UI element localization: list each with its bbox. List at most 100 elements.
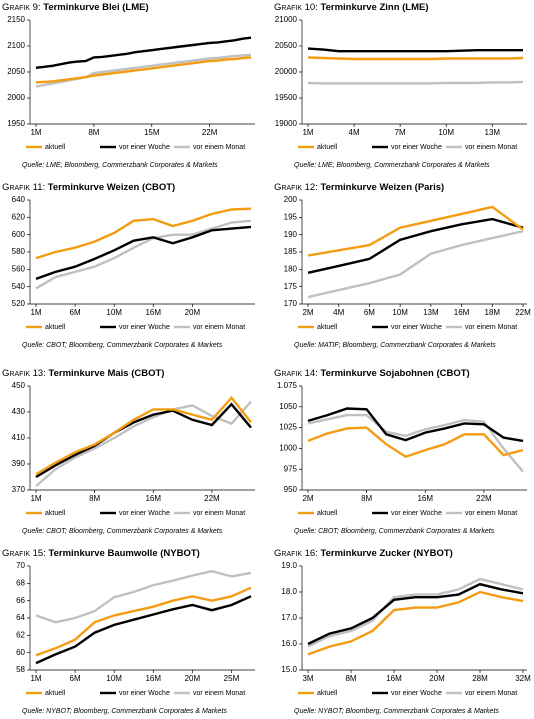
chart-title: Grafik 11: Terminkurve Weizen (CBOT) (2, 182, 175, 193)
y-tick-label: 58 (16, 665, 25, 674)
y-tick-label: 600 (12, 230, 26, 239)
line-series (307, 80, 524, 85)
x-tick-label: 22M (476, 494, 492, 503)
chart-label: Grafik 11: (2, 182, 45, 193)
x-tick-label: 20M (429, 674, 445, 683)
chart-title: Grafik 10: Terminkurve Zinn (LME) (274, 2, 429, 13)
x-tick-label: 16M (417, 494, 433, 503)
chart-panel: Grafik 13: Terminkurve Mais (CBOT) 370 390… (2, 368, 255, 535)
y-tick-label: 175 (284, 282, 298, 291)
x-tick-label: 16M (145, 308, 161, 317)
x-tick-label: 20M (185, 674, 201, 683)
y-tick-label: 1000 (279, 444, 297, 453)
y-tick-label: 430 (12, 407, 26, 416)
x-tick-label: 2M (302, 308, 313, 317)
x-tick-label: 1M (30, 494, 41, 503)
x-tick-label: 1M (30, 674, 41, 683)
source-note: Quelle: CBOT; Bloomberg, Commerzbank Cor… (22, 342, 223, 349)
y-tick-label: 390 (12, 459, 26, 468)
y-tick-label: 640 (12, 195, 26, 204)
legend-label: vor einer Woche (119, 690, 170, 697)
line-series (307, 590, 524, 656)
x-tick-label: 28M (472, 674, 488, 683)
legend-label: aktuell (317, 510, 338, 517)
line-series (35, 219, 252, 290)
line-series (307, 577, 524, 648)
line-series (35, 595, 252, 665)
x-tick-label: 16M (454, 308, 470, 317)
chart-label: Grafik 13: (2, 368, 46, 379)
y-tick-label: 70 (16, 561, 25, 570)
y-tick-label: 66 (16, 596, 25, 605)
x-tick-label: 10M (438, 128, 454, 137)
x-tick-label: 8M (361, 494, 372, 503)
line-series (307, 407, 524, 443)
y-tick-label: 21000 (275, 15, 298, 24)
y-tick-label: 17.0 (281, 613, 297, 622)
line-series (307, 47, 523, 53)
chart-label: Grafik 12: (274, 182, 318, 193)
y-tick-label: 1950 (7, 119, 25, 128)
chart-title-text: Terminkurve Zinn (LME) (321, 2, 429, 13)
chart-title-text: Terminkurve Weizen (Paris) (321, 182, 445, 193)
chart-panel: Grafik 12: Terminkurve Weizen (Paris) 170… (274, 182, 531, 349)
x-tick-label: 22M (515, 308, 531, 317)
chart-title-text: Terminkurve Mais (CBOT) (49, 368, 165, 379)
x-tick-label: 1M (302, 128, 313, 137)
legend-label: vor einer Woche (119, 324, 170, 331)
chart-panel: Grafik 14: Terminkurve Sojabohnen (CBOT)… (274, 368, 527, 535)
chart-title-text: Terminkurve Weizen (CBOT) (48, 182, 175, 193)
y-tick-label: 16.0 (281, 639, 297, 648)
x-tick-label: 7M (395, 128, 406, 137)
y-tick-label: 620 (12, 212, 26, 221)
line-series (35, 225, 252, 281)
legend-label: aktuell (45, 324, 66, 331)
legend-label: vor einer Woche (391, 324, 442, 331)
line-series (35, 402, 252, 479)
source-note: Quelle: NYBOT; Bloomberg, Commerzbank Co… (294, 708, 499, 715)
legend-label: aktuell (45, 144, 66, 151)
x-tick-label: 20M (185, 308, 201, 317)
line-series (35, 56, 252, 84)
source-note: Quelle: LME; Bloomberg, Commerzbank Corp… (22, 162, 218, 169)
x-tick-label: 6M (70, 308, 81, 317)
y-tick-label: 185 (284, 247, 298, 256)
line-series (307, 205, 524, 257)
y-tick-label: 2050 (7, 67, 25, 76)
legend-label: vor einem Monat (465, 324, 517, 331)
legend-label: vor einem Monat (193, 144, 245, 151)
chart-title: Grafik 9: Terminkurve Blei (LME) (2, 2, 149, 13)
y-tick-label: 20500 (275, 41, 298, 50)
y-tick-label: 18.0 (281, 587, 297, 596)
line-series (35, 36, 252, 69)
line-series (307, 582, 524, 646)
legend-label: aktuell (317, 324, 338, 331)
y-tick-label: 2150 (7, 15, 25, 24)
y-tick-label: 64 (16, 613, 25, 622)
line-series (35, 586, 252, 657)
x-tick-label: 3M (302, 674, 313, 683)
legend-label: vor einem Monat (465, 690, 517, 697)
chart-label: Grafik 14: (274, 368, 318, 379)
x-tick-label: 22M (204, 494, 220, 503)
y-tick-label: 180 (284, 264, 298, 273)
y-tick-label: 580 (12, 247, 26, 256)
legend-label: aktuell (317, 690, 338, 697)
x-tick-label: 13M (485, 128, 501, 137)
y-tick-label: 975 (284, 464, 298, 473)
y-tick-label: 2100 (7, 41, 25, 50)
chart-title: Grafik 12: Terminkurve Weizen (Paris) (274, 182, 444, 193)
y-tick-label: 20000 (275, 67, 298, 76)
x-tick-label: 15M (144, 128, 160, 137)
legend-label: vor einer Woche (119, 144, 170, 151)
line-series (35, 569, 252, 624)
y-tick-label: 540 (12, 282, 26, 291)
y-tick-label: 19.0 (281, 561, 297, 570)
y-tick-label: 410 (12, 433, 26, 442)
chart-label: Grafik 9: (2, 2, 41, 13)
x-tick-label: 2M (302, 494, 313, 503)
x-tick-label: 6M (70, 674, 81, 683)
y-tick-label: 15.0 (281, 665, 297, 674)
y-tick-label: 520 (12, 299, 26, 308)
x-tick-label: 18M (485, 308, 501, 317)
